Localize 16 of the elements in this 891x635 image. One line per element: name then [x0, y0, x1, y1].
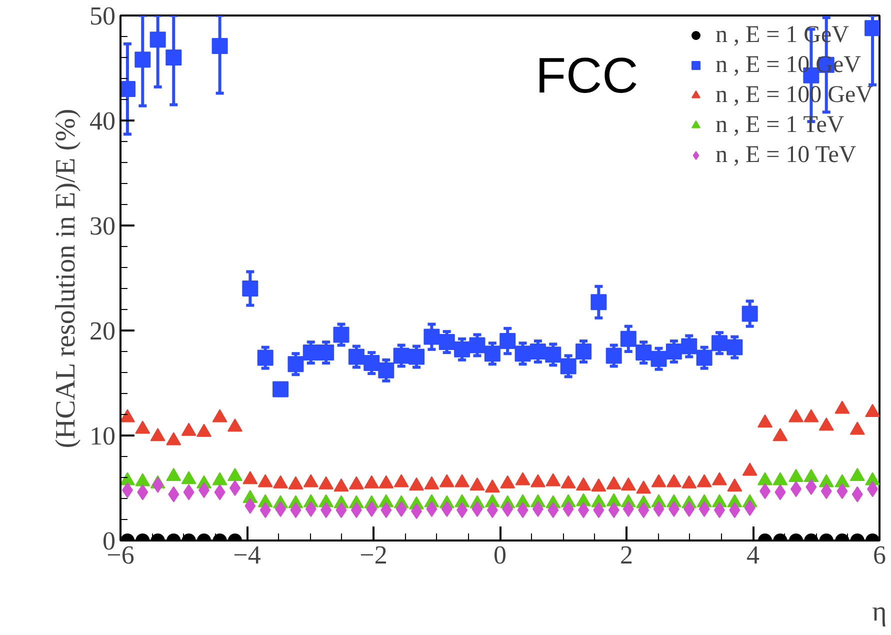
x-tick-label: 4 — [746, 540, 760, 570]
y-tick-label: 20 — [90, 316, 116, 346]
x-tick-label: 6 — [873, 540, 886, 570]
annotation: FCC — [536, 48, 638, 104]
y-tick-label: 40 — [90, 106, 116, 136]
legend-label: n , E = 10 TeV — [715, 141, 856, 169]
x-tick-label: 0 — [494, 540, 506, 570]
x-tick-label: 2 — [620, 540, 633, 570]
y-tick-label: 50 — [90, 2, 116, 30]
y-tick-label: 10 — [90, 422, 116, 450]
x-axis-title: η — [872, 596, 887, 628]
legend-label: n , E = 1 TeV — [715, 111, 844, 139]
y-tick-label: 30 — [90, 212, 116, 240]
y-axis-title: (HCAL resolution in E)/E (%) — [50, 108, 82, 448]
x-tick-label: −4 — [233, 540, 261, 570]
x-tick-label: −2 — [360, 540, 388, 570]
